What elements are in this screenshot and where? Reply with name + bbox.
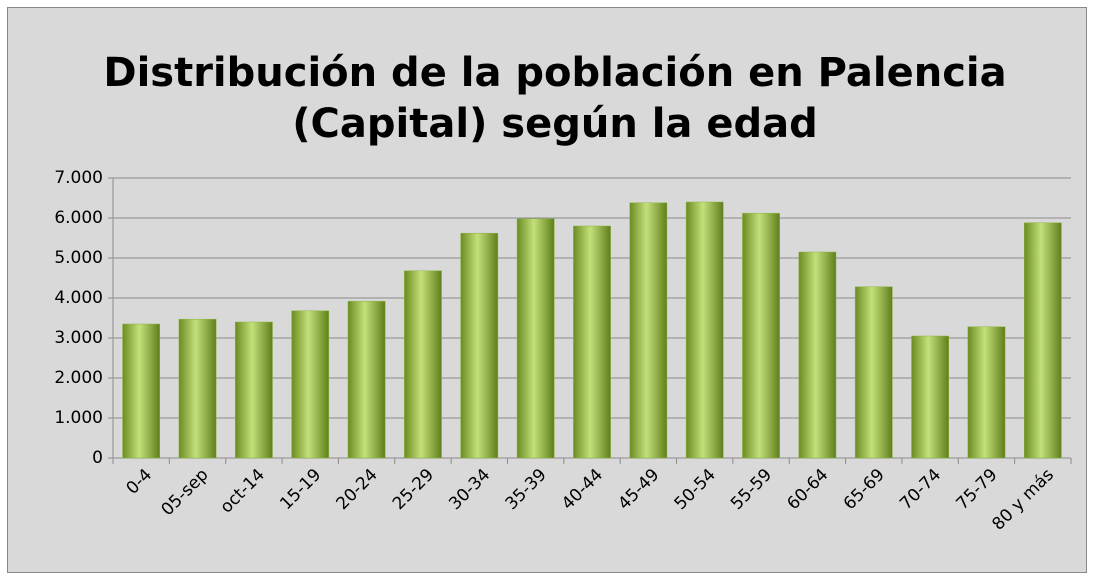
bar xyxy=(460,232,499,459)
bar xyxy=(629,202,668,459)
y-tick-label: 3.000 xyxy=(54,328,103,348)
y-tick-label: 2.000 xyxy=(54,368,103,388)
bar xyxy=(854,286,893,459)
bar xyxy=(967,326,1006,459)
bar xyxy=(235,321,273,459)
bar xyxy=(911,335,949,459)
bar xyxy=(347,300,386,459)
bar xyxy=(798,251,837,459)
bar xyxy=(516,218,555,459)
bar xyxy=(573,225,611,459)
chart-title: Distribución de la población en Palencia xyxy=(103,50,1006,96)
bar xyxy=(291,310,330,459)
bar xyxy=(404,270,442,459)
y-tick-label: 4.000 xyxy=(54,288,103,308)
chart-title: (Capital) según la edad xyxy=(292,101,817,147)
bar xyxy=(178,318,217,459)
bar xyxy=(685,201,724,459)
bar xyxy=(122,323,161,459)
y-tick-label: 5.000 xyxy=(54,248,103,268)
bar xyxy=(742,212,780,459)
y-tick-label: 6.000 xyxy=(54,208,103,228)
y-tick-label: 1.000 xyxy=(54,408,103,428)
y-tick-label: 7.000 xyxy=(54,168,103,188)
y-tick-label: 0 xyxy=(92,448,103,468)
bar xyxy=(1023,222,1062,459)
